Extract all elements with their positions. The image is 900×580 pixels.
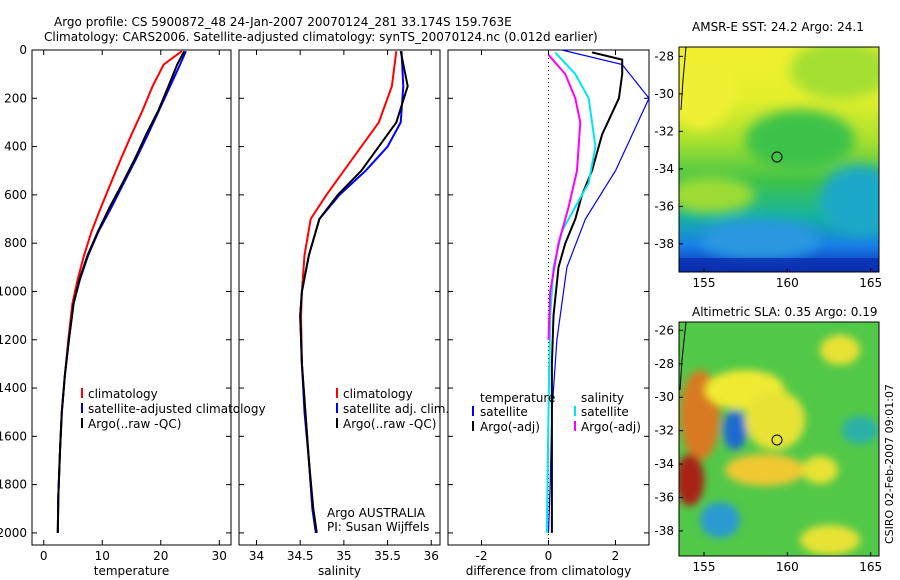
depth-tick-label: 200: [4, 91, 27, 105]
diff-xtick-label: 2: [612, 549, 620, 563]
map-latitude-label: -36: [654, 491, 674, 505]
diff-series-line-1: [550, 51, 624, 533]
sla-map-title: Altimetric SLA: 0.35 Argo: 0.19: [692, 305, 877, 319]
sal-legend-label: satellite adj. clim.: [343, 402, 449, 416]
map-latitude-label: -28: [654, 357, 674, 371]
depth-tick-label: 0: [19, 43, 27, 57]
sal-xtick-label: 34.5: [287, 549, 314, 563]
map-latitude-label: -36: [654, 199, 674, 213]
map-longitude-label: 155: [693, 276, 716, 290]
header-line-1: Argo profile: CS 5900872_48 24-Jan-2007 …: [54, 15, 512, 29]
depth-tick-label: 1000: [0, 284, 27, 298]
sla-map-panel: Altimetric SLA: 0.35 Argo: 0.19 155 160 16…: [654, 305, 882, 574]
diff-legend-label-left: satellite: [480, 405, 528, 419]
sst-heatmap: [679, 47, 879, 272]
map-latitude-label: -34: [654, 457, 674, 471]
sst-map-frame: [678, 46, 880, 273]
diff-xaxis-label: difference from climatology: [466, 564, 632, 578]
sla-argo-marker: [771, 434, 783, 446]
diff-legend-temperature-title: temperature: [480, 391, 555, 405]
temp-legend-label: Argo(..raw -QC): [88, 417, 181, 431]
diff-series-line-2: [545, 51, 597, 533]
depth-tick-label: 1600: [0, 429, 27, 443]
map-longitude-label: 165: [859, 560, 882, 574]
map-latitude-label: -38: [654, 237, 674, 251]
sal-legend-label: Argo(..raw -QC): [343, 417, 436, 431]
map-latitude-label: -30: [654, 87, 674, 101]
diff-legend-label-left: Argo(-adj): [480, 420, 540, 434]
sla-map-frame: [678, 321, 880, 557]
depth-tick-label: 1800: [0, 478, 27, 492]
diff-series-line-0: [547, 49, 650, 533]
sal-xtick-label: 34: [249, 549, 264, 563]
diff-legend-salinity-title: salinity: [581, 391, 624, 405]
sla-map-axes: 155 160 165 -26 -28 -30 -32 -34 -36 -38: [654, 323, 882, 574]
salinity-annotation-line: Argo AUSTRALIA: [327, 506, 426, 520]
depth-tick-label: 600: [4, 188, 27, 202]
diff-xtick-label: -2: [476, 549, 488, 563]
temp-xtick-label: 20: [153, 549, 168, 563]
sst-map-axes: 155 160 165 -28 -30 -32 -34 -36 -38: [654, 49, 882, 290]
map-latitude-label: -32: [654, 424, 674, 438]
temp-axes-frame: [31, 49, 232, 546]
sal-series-line-1: [299, 51, 405, 534]
temp-xtick-label: 30: [212, 549, 227, 563]
diff-legend-label-right: satellite: [581, 405, 629, 419]
temp-legend-label: climatology: [88, 387, 158, 401]
temp-xaxis-label: temperature: [94, 564, 169, 578]
sst-argo-marker: [771, 151, 783, 163]
map-latitude-label: -30: [654, 390, 674, 404]
diff-legend-label-right: Argo(-adj): [581, 420, 641, 434]
sal-xaxis-label: salinity: [318, 564, 361, 578]
map-longitude-label: 165: [859, 276, 882, 290]
sal-legend-label: climatology: [343, 387, 413, 401]
sal-xtick-label: 35: [336, 549, 351, 563]
map-longitude-label: 160: [776, 560, 799, 574]
sal-series-line-0: [299, 51, 398, 534]
header-line-2: Climatology: CARS2006. Satellite-adjuste…: [44, 30, 598, 44]
sst-map-title: AMSR-E SST: 24.2 Argo: 24.1: [692, 20, 864, 34]
sla-heatmap: [679, 322, 879, 556]
salinity-profile-panel: 34 34.5 35 35.5 36 salinity climatologysatelli…: [238, 49, 449, 578]
sal-xtick-label: 35.5: [374, 549, 401, 563]
sal-series-line-2: [299, 51, 409, 534]
map-longitude-label: 155: [693, 560, 716, 574]
temperature-profile-panel: 0 200 400 600 800 1000 1200 1400 1600 1800 2000 0 10…: [0, 43, 266, 578]
salinity-annotation-line: PI: Susan Wijffels: [327, 520, 429, 534]
sst-map-panel: AMSR-E SST: 24.2 Argo: 24.1 155 160 165 -28…: [654, 20, 882, 290]
depth-tick-label: 1200: [0, 333, 27, 347]
sal-axes-frame: [238, 49, 441, 546]
diff-xtick-label: 0: [545, 549, 553, 563]
depth-tick-label: 800: [4, 236, 27, 250]
map-latitude-label: -34: [654, 162, 674, 176]
map-latitude-label: -32: [654, 124, 674, 138]
temp-series-line-2: [56, 50, 186, 533]
map-latitude-label: -38: [654, 524, 674, 538]
map-latitude-label: -26: [654, 323, 674, 337]
sal-xtick-label: 36: [424, 549, 439, 563]
map-latitude-label: -28: [654, 49, 674, 63]
diff-series-line-3: [547, 54, 582, 340]
temp-xtick-label: 10: [95, 549, 110, 563]
depth-tick-label: 400: [4, 140, 27, 154]
depth-tick-label: 2000: [0, 526, 27, 540]
map-longitude-label: 160: [776, 276, 799, 290]
depth-tick-label: 1400: [0, 381, 27, 395]
side-timestamp-label: CSIRO 02-Feb-2007 09:01:07: [883, 384, 896, 544]
temp-legend-label: satellite-adjusted climatology: [88, 402, 266, 416]
temp-xtick-label: 0: [40, 549, 48, 563]
